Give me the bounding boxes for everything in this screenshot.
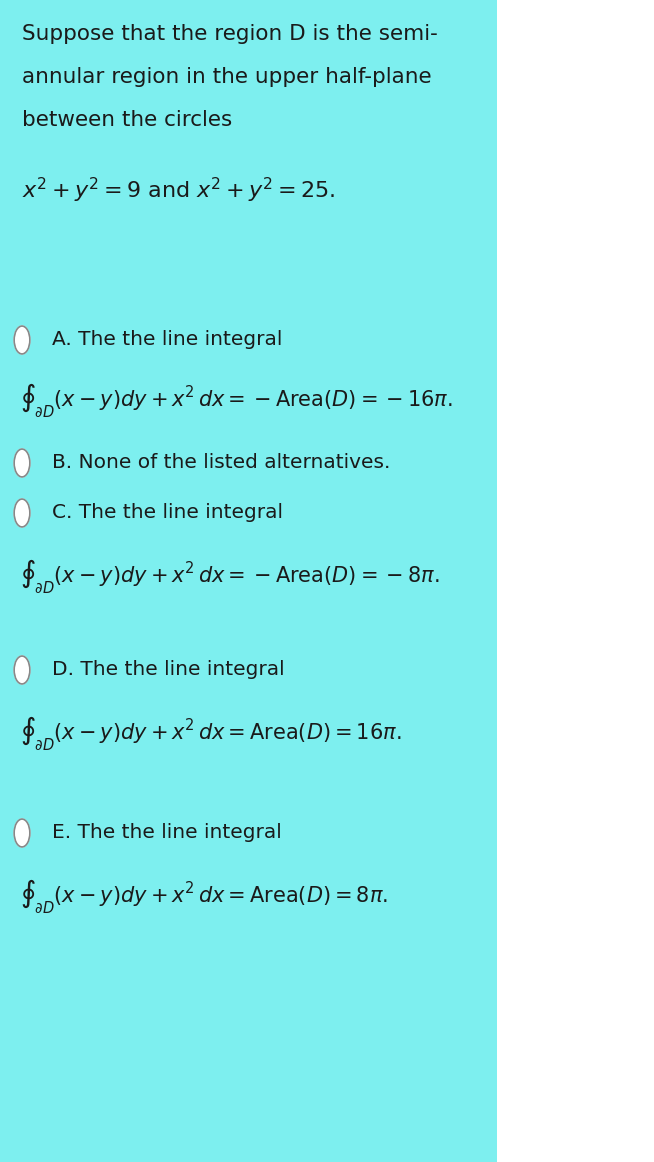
Text: C. The the line integral: C. The the line integral: [52, 503, 283, 522]
Text: $x^2 + y^2 = 9$ and $x^2 + y^2 = 25.$: $x^2 + y^2 = 9$ and $x^2 + y^2 = 25.$: [22, 175, 336, 206]
Text: $\oint_{\partial D} (x - y)dy + x^2\,dx = -\mathrm{Area}(D) = -16\pi.$: $\oint_{\partial D} (x - y)dy + x^2\,dx …: [20, 382, 453, 421]
Text: D. The the line integral: D. The the line integral: [52, 660, 284, 679]
Text: $\oint_{\partial D} (x - y)dy + x^2\,dx = -\mathrm{Area}(D) = -8\pi.$: $\oint_{\partial D} (x - y)dy + x^2\,dx …: [20, 558, 439, 596]
Text: Suppose that the region D is the semi-: Suppose that the region D is the semi-: [22, 24, 438, 44]
Text: $\oint_{\partial D} (x - y)dy + x^2\,dx = \mathrm{Area}(D) = 8\pi.$: $\oint_{\partial D} (x - y)dy + x^2\,dx …: [20, 878, 388, 916]
Circle shape: [14, 498, 30, 526]
Circle shape: [14, 819, 30, 847]
Text: $\oint_{\partial D} (x - y)dy + x^2\,dx = \mathrm{Area}(D) = 16\pi.$: $\oint_{\partial D} (x - y)dy + x^2\,dx …: [20, 715, 402, 753]
Circle shape: [14, 657, 30, 684]
Text: A. The the line integral: A. The the line integral: [52, 330, 283, 349]
Circle shape: [14, 449, 30, 476]
Circle shape: [14, 327, 30, 354]
Text: E. The the line integral: E. The the line integral: [52, 823, 282, 842]
Text: between the circles: between the circles: [22, 110, 232, 130]
Text: annular region in the upper half-plane: annular region in the upper half-plane: [22, 67, 432, 87]
Bar: [497, 0, 654, 1162]
Text: B. None of the listed alternatives.: B. None of the listed alternatives.: [52, 453, 390, 472]
